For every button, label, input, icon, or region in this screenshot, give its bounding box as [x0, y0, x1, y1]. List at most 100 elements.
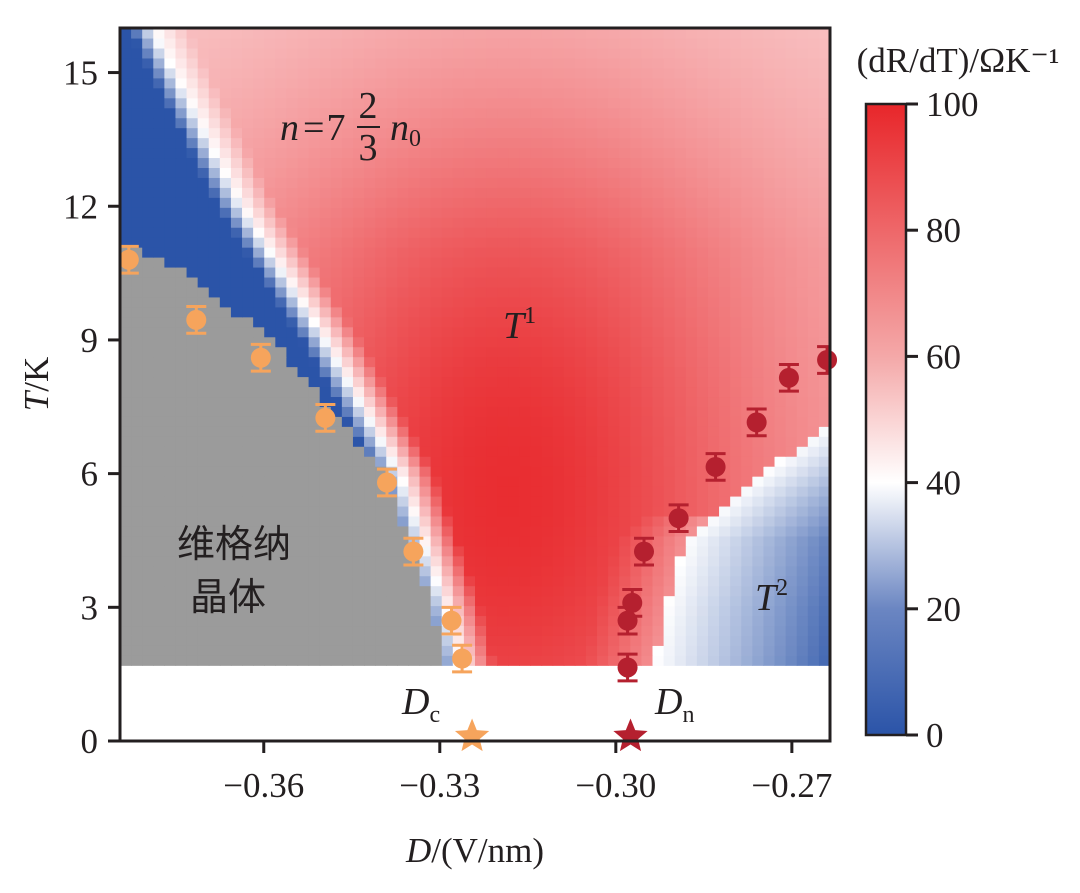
heatmap-cell: [652, 237, 665, 248]
heatmap-cell: [452, 207, 465, 218]
heatmap-cell: [696, 635, 709, 646]
heatmap-cell: [219, 466, 232, 477]
heatmap-cell: [230, 595, 243, 607]
heatmap-cell: [197, 57, 210, 69]
heatmap-cell: [719, 296, 731, 308]
heatmap-cell: [574, 635, 587, 646]
heatmap-cell: [197, 416, 210, 427]
heatmap-cell: [730, 257, 742, 268]
heatmap-cell: [186, 107, 199, 119]
heatmap-cell: [386, 247, 398, 258]
heatmap-cell: [674, 486, 687, 497]
heatmap-cell: [563, 326, 576, 338]
heatmap-cell: [397, 247, 410, 258]
heatmap-cell: [308, 247, 321, 258]
colorbar-tick-label: 60: [926, 337, 961, 376]
heatmap-cell: [663, 585, 676, 597]
heatmap-cell: [186, 97, 199, 109]
heatmap-cell: [608, 107, 620, 119]
heatmap-cell: [630, 87, 642, 99]
heatmap-cell: [397, 77, 410, 89]
heatmap-cell: [297, 545, 310, 557]
heatmap-cell: [375, 67, 387, 79]
heatmap-cell: [619, 376, 631, 388]
heatmap-cell: [652, 346, 665, 358]
heatmap-cell: [242, 446, 254, 457]
heatmap-cell: [397, 396, 410, 407]
heatmap-cell: [164, 555, 177, 567]
heatmap-cell: [486, 167, 498, 178]
heatmap-cell: [608, 575, 620, 587]
heatmap-cell: [242, 247, 254, 258]
heatmap-cell: [508, 197, 520, 208]
heatmap-cell: [264, 177, 276, 188]
heatmap-cell: [397, 326, 410, 338]
heatmap-cell: [463, 515, 476, 527]
heatmap-cell: [164, 336, 177, 348]
heatmap-cell: [475, 466, 487, 477]
heatmap-cell: [219, 575, 232, 587]
heatmap-cell: [563, 625, 576, 636]
heatmap-cell: [508, 406, 520, 417]
heatmap-cell: [264, 97, 276, 109]
heatmap-cell: [818, 207, 830, 218]
heatmap-cell: [175, 456, 188, 467]
heatmap-cell: [153, 177, 165, 188]
heatmap-cell: [619, 326, 631, 338]
heatmap-cell: [796, 257, 809, 268]
heatmap-cell: [519, 426, 532, 437]
heatmap-cell: [131, 336, 143, 348]
heatmap-cell: [508, 466, 520, 477]
heatmap-cell: [608, 396, 620, 407]
heatmap-cell: [319, 495, 332, 507]
heatmap-cell: [597, 296, 609, 308]
heatmap-cell: [286, 595, 299, 607]
heatmap-cell: [641, 107, 654, 119]
heatmap-cell: [574, 386, 587, 398]
heatmap-cell: [641, 655, 654, 666]
heatmap-cell: [508, 47, 520, 59]
heatmap-cell: [308, 635, 321, 646]
heatmap-cell: [197, 296, 210, 308]
heatmap-cell: [685, 247, 698, 258]
heatmap-cell: [264, 28, 276, 39]
heatmap-cell: [541, 545, 554, 557]
heatmap-cell: [386, 436, 398, 447]
heatmap-cell: [397, 316, 410, 328]
heatmap-cell: [142, 167, 154, 178]
heatmap-cell: [319, 117, 332, 129]
heatmap-cell: [352, 77, 365, 89]
heatmap-cell: [663, 396, 676, 407]
heatmap-cell: [330, 57, 343, 69]
heatmap-cell: [608, 366, 620, 378]
heatmap-cell: [441, 336, 454, 348]
heatmap-cell: [608, 197, 620, 208]
heatmap-cell: [652, 366, 665, 378]
t2-boundary-point-2: [622, 592, 643, 613]
heatmap-cell: [364, 535, 376, 547]
heatmap-cell: [341, 227, 354, 238]
heatmap-cell: [386, 147, 398, 159]
heatmap-cell: [763, 207, 776, 218]
heatmap-cell: [707, 127, 720, 139]
heatmap-cell: [652, 67, 665, 79]
heatmap-cell: [352, 505, 365, 517]
heatmap-cell: [364, 276, 376, 288]
heatmap-cell: [685, 386, 698, 398]
heatmap-cell: [264, 87, 276, 99]
heatmap-cell: [308, 237, 321, 248]
heatmap-cell: [719, 197, 731, 208]
heatmap-cell: [752, 386, 765, 398]
heatmap-cell: [230, 625, 243, 636]
heatmap-cell: [275, 127, 287, 139]
heatmap-cell: [175, 356, 188, 368]
heatmap-cell: [641, 336, 654, 348]
t2-boundary-point-8: [817, 349, 838, 370]
heatmap-cell: [696, 356, 709, 368]
heatmap-cell: [164, 585, 177, 597]
heatmap-cell: [253, 456, 265, 467]
heatmap-cell: [352, 466, 365, 477]
heatmap-cell: [397, 575, 410, 587]
heatmap-cell: [475, 376, 487, 388]
heatmap-cell: [730, 466, 742, 477]
